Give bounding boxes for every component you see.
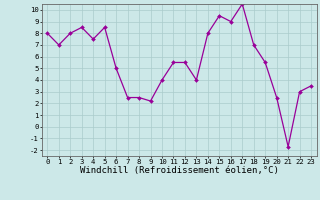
X-axis label: Windchill (Refroidissement éolien,°C): Windchill (Refroidissement éolien,°C)	[80, 166, 279, 175]
